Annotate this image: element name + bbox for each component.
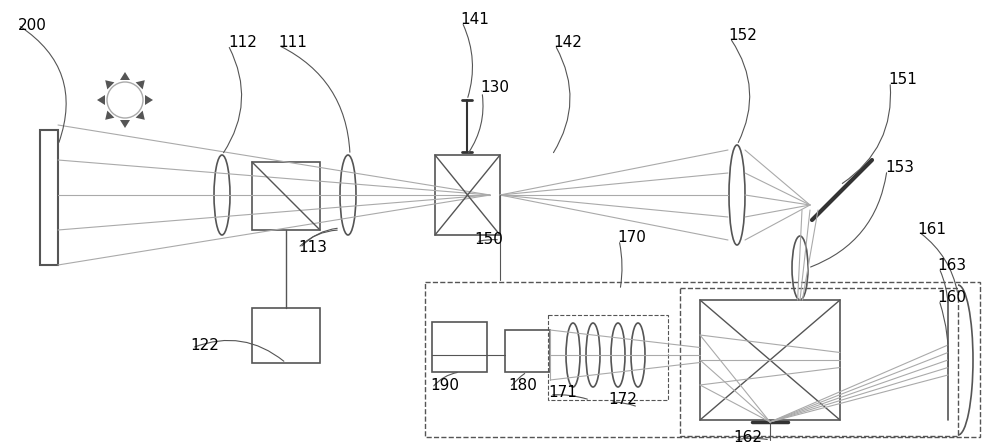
Bar: [548, 315, 668, 400]
Polygon shape: [145, 95, 153, 105]
Ellipse shape: [340, 155, 356, 235]
Text: 162: 162: [733, 430, 762, 445]
Text: 180: 180: [508, 378, 537, 393]
Text: 142: 142: [553, 35, 582, 50]
Ellipse shape: [792, 236, 808, 300]
Text: 111: 111: [278, 35, 307, 50]
Text: 200: 200: [18, 18, 47, 33]
Bar: [680, 288, 958, 436]
Text: 151: 151: [888, 72, 917, 87]
Text: 163: 163: [937, 258, 966, 273]
Ellipse shape: [631, 323, 645, 387]
Polygon shape: [97, 95, 105, 105]
Bar: [40, 130, 58, 265]
Bar: [252, 162, 320, 230]
Text: 190: 190: [430, 378, 459, 393]
Text: 122: 122: [190, 338, 219, 353]
Text: 152: 152: [728, 28, 757, 43]
Polygon shape: [120, 120, 130, 128]
Ellipse shape: [611, 323, 625, 387]
Bar: [432, 322, 487, 372]
Polygon shape: [120, 72, 130, 80]
Text: 141: 141: [460, 12, 489, 27]
Ellipse shape: [586, 323, 600, 387]
Bar: [700, 300, 840, 420]
Polygon shape: [136, 111, 145, 120]
Text: 170: 170: [617, 230, 646, 245]
Text: 113: 113: [298, 240, 327, 255]
Polygon shape: [105, 111, 114, 120]
Bar: [425, 282, 980, 437]
Ellipse shape: [214, 155, 230, 235]
Ellipse shape: [566, 323, 580, 387]
Bar: [252, 308, 320, 363]
Polygon shape: [136, 80, 145, 90]
Text: 171: 171: [548, 385, 577, 400]
Text: 161: 161: [917, 222, 946, 237]
Bar: [435, 155, 500, 235]
Text: 130: 130: [480, 80, 509, 95]
Text: 172: 172: [608, 392, 637, 407]
Text: 150: 150: [474, 232, 503, 247]
Polygon shape: [105, 80, 114, 90]
Bar: [505, 330, 550, 372]
Ellipse shape: [729, 145, 745, 245]
Text: 160: 160: [937, 290, 966, 305]
Text: 112: 112: [228, 35, 257, 50]
Text: 153: 153: [885, 160, 914, 175]
